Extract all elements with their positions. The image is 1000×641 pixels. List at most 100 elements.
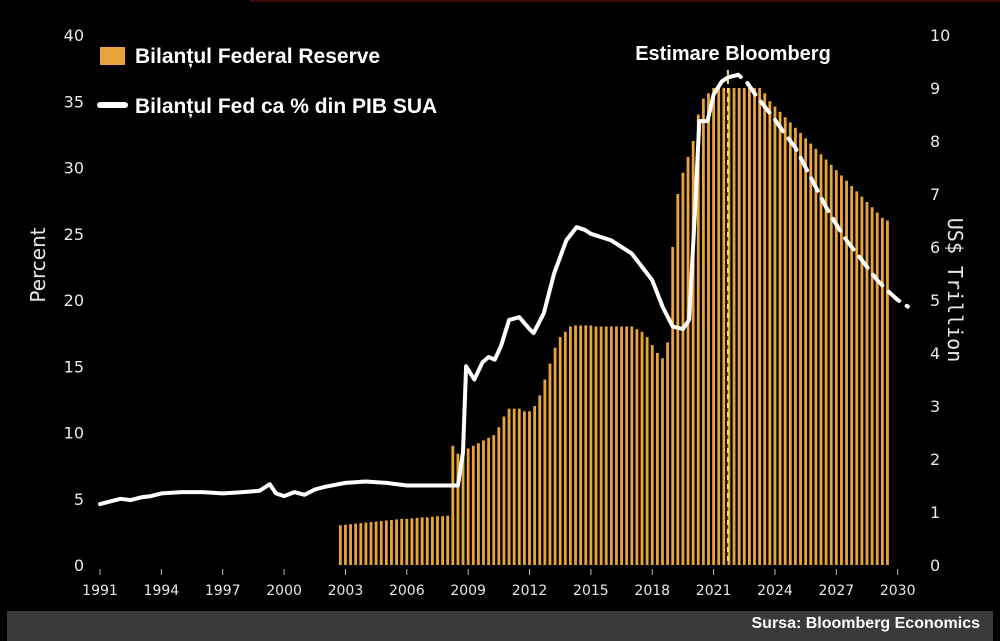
bar xyxy=(855,191,859,565)
legend-label-line: Bilanțul Fed ca % din PIB SUA xyxy=(135,95,437,118)
bar xyxy=(415,517,419,565)
bar xyxy=(840,175,843,565)
y-axis-right-title: US$ Trillion xyxy=(943,218,967,363)
line-series-percent-gdp xyxy=(98,75,730,507)
bar xyxy=(650,345,654,565)
bar xyxy=(860,196,864,565)
y-left-tick-label: 20 xyxy=(64,291,84,310)
bar xyxy=(809,143,813,565)
x-tick-label: 2030 xyxy=(880,583,916,599)
bar xyxy=(829,164,833,565)
bar xyxy=(758,88,762,565)
bar xyxy=(696,114,700,565)
bar-series-balance-sheet xyxy=(338,88,889,566)
bar xyxy=(681,172,685,566)
bar xyxy=(502,416,506,565)
bar xyxy=(753,88,756,565)
bar xyxy=(482,440,485,565)
bar xyxy=(645,337,649,565)
bar xyxy=(686,156,690,565)
legend-label-bars: Bilanțul Federal Reserve xyxy=(135,45,380,68)
bar xyxy=(794,127,797,565)
y-right-tick-label: 5 xyxy=(930,291,940,310)
bar xyxy=(558,337,562,565)
x-tick-label: 1994 xyxy=(144,583,180,599)
bar xyxy=(676,194,680,565)
legend-swatch-bars xyxy=(100,47,125,65)
bar xyxy=(886,220,889,565)
bar xyxy=(400,518,404,565)
x-tick-label: 1991 xyxy=(82,583,118,599)
x-tick-label: 2012 xyxy=(512,583,548,599)
bar xyxy=(788,122,792,565)
bar xyxy=(456,453,460,565)
x-tick-label: 2024 xyxy=(757,583,793,599)
bar xyxy=(880,217,884,565)
bar xyxy=(712,88,716,565)
bar xyxy=(635,329,639,565)
bar xyxy=(717,88,721,565)
bar xyxy=(737,88,741,565)
bar xyxy=(354,523,358,565)
bar xyxy=(655,353,659,565)
bar xyxy=(727,88,731,565)
bar xyxy=(661,358,664,565)
bar xyxy=(804,138,808,565)
bar xyxy=(584,325,588,565)
y-axis-left-title: Percent xyxy=(26,227,50,302)
bar xyxy=(374,521,378,565)
forecast-annotation: Estimare Bloomberg xyxy=(635,43,831,65)
bar xyxy=(344,524,347,565)
y-right-tick-label: 9 xyxy=(930,79,940,98)
bar xyxy=(599,326,603,565)
y-left-tick-label: 10 xyxy=(64,424,84,443)
y-right-tick-label: 2 xyxy=(930,450,940,469)
bar xyxy=(778,111,782,565)
x-tick-label: 2006 xyxy=(389,583,425,599)
bar xyxy=(865,201,869,565)
bar xyxy=(538,395,542,565)
bar xyxy=(701,98,705,565)
bar xyxy=(543,379,547,565)
bar xyxy=(773,106,777,566)
bar xyxy=(707,93,710,566)
bar xyxy=(589,325,593,565)
bar xyxy=(349,524,352,565)
line-series-percent-gdp-forecast xyxy=(725,72,910,309)
bar xyxy=(783,117,787,566)
x-tick-label: 2015 xyxy=(573,583,609,599)
y-right-tick-label: 7 xyxy=(930,185,940,204)
bar xyxy=(691,141,695,565)
bar xyxy=(671,247,675,565)
bar xyxy=(369,522,373,565)
bar xyxy=(364,522,368,565)
bar xyxy=(405,518,409,565)
bar xyxy=(517,408,521,565)
top-border xyxy=(250,0,1000,2)
x-tick-label: 2021 xyxy=(696,583,732,599)
bar xyxy=(579,325,583,565)
bar xyxy=(338,525,342,565)
y-left-tick-label: 25 xyxy=(64,225,84,244)
bar xyxy=(620,326,623,565)
bar xyxy=(441,516,445,565)
bar xyxy=(471,445,475,565)
y-axis-left-ticks: 0 5 10 15 20 25 30 35 40 xyxy=(64,26,84,575)
y-right-tick-label: 8 xyxy=(930,132,940,151)
bar xyxy=(390,519,393,565)
bar xyxy=(451,445,455,565)
bar xyxy=(666,342,669,565)
bar xyxy=(615,326,618,565)
bar xyxy=(799,133,802,566)
bar xyxy=(425,517,429,565)
x-tick-label: 2027 xyxy=(819,583,855,599)
bar xyxy=(461,453,465,565)
bar xyxy=(850,186,854,566)
bar xyxy=(507,408,511,565)
bar xyxy=(476,443,480,565)
bar xyxy=(875,212,879,566)
x-tick-label: 2009 xyxy=(450,583,486,599)
y-left-tick-label: 0 xyxy=(74,556,84,575)
bar xyxy=(487,437,491,565)
y-right-tick-label: 4 xyxy=(930,344,940,363)
